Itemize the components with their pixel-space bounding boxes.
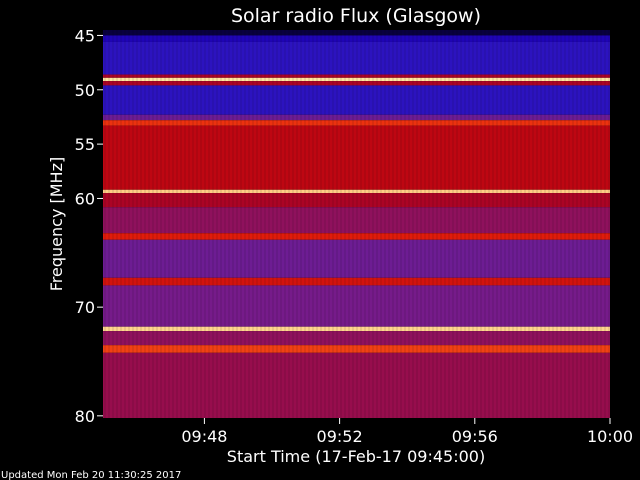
y-tick-label: 80: [75, 407, 95, 426]
x-axis-ticks: 09:48 09:52 09:56 10:00: [181, 418, 633, 446]
y-tick-label: 60: [75, 189, 95, 208]
y-tick-label: 45: [75, 26, 95, 45]
x-tick-label: 09:48: [181, 427, 227, 446]
y-tick-label: 55: [75, 135, 95, 154]
y-tick-label: 50: [75, 81, 95, 100]
y-tick-label: 70: [75, 298, 95, 317]
y-axis-label: Frequency [MHz]: [47, 157, 66, 291]
x-tick-label: 10:00: [587, 427, 633, 446]
chart-title: Solar radio Flux (Glasgow): [231, 5, 481, 27]
x-tick-label: 09:56: [452, 427, 498, 446]
x-axis-label: Start Time (17-Feb-17 09:45:00): [227, 447, 485, 466]
y-axis-ticks: 45 50 55 60 70 80: [75, 26, 103, 426]
updated-timestamp: Updated Mon Feb 20 11:30:25 2017: [1, 470, 181, 480]
x-tick-label: 09:52: [317, 427, 363, 446]
texture-overlay: [103, 30, 610, 418]
